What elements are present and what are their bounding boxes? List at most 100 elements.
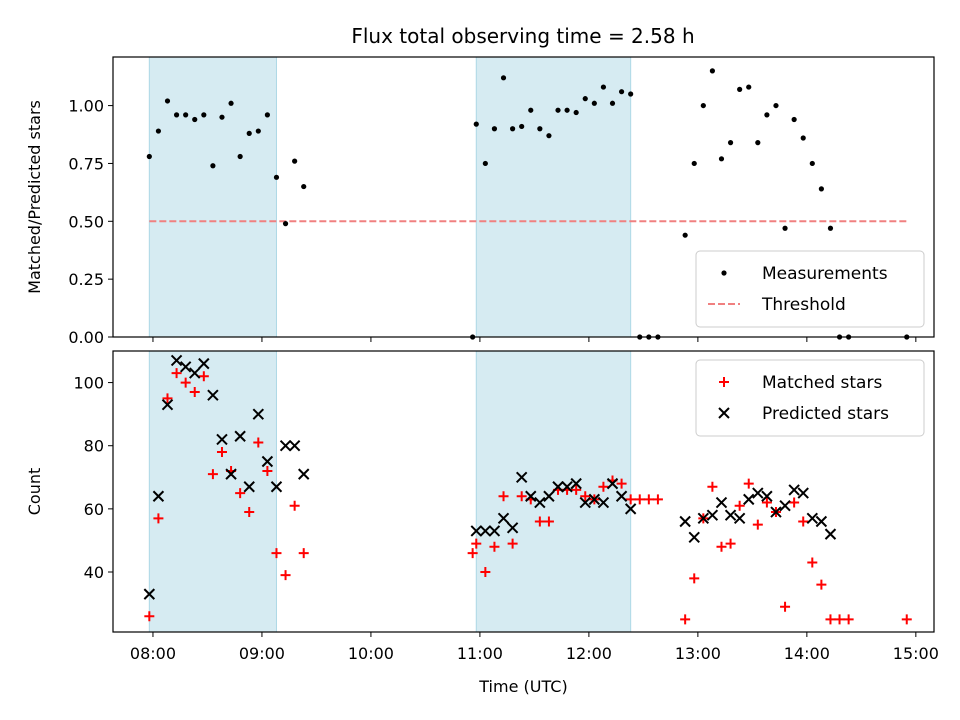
legend-marker-matched <box>719 377 729 387</box>
measurement-point <box>591 100 597 106</box>
measurement-point <box>282 221 289 227</box>
predicted-star-point <box>298 468 310 480</box>
matched-star-point <box>680 614 691 625</box>
matched-star-point <box>144 611 155 622</box>
measurement-point <box>491 126 498 132</box>
measurement-point <box>582 96 588 102</box>
measurement-point <box>555 107 561 113</box>
measurement-point <box>727 140 734 146</box>
predicted-star-point <box>770 506 782 518</box>
measurement-point <box>682 232 688 238</box>
measurement-point <box>292 158 298 164</box>
measurement-point <box>255 128 261 134</box>
predicted-star-point <box>815 515 828 528</box>
matched-star-point <box>189 387 200 398</box>
y-tick-label: 0.50 <box>68 212 104 231</box>
measurement-point <box>546 133 552 139</box>
matched-star-point <box>471 538 482 549</box>
predicted-star-point <box>788 484 800 496</box>
predicted-star-point <box>697 512 710 525</box>
x-tick-label: 15:00 <box>893 644 939 663</box>
predicted-star-point <box>570 477 582 490</box>
matched-star-point <box>216 447 227 458</box>
axes-frame <box>112 350 935 633</box>
predicted-star-point <box>170 354 183 367</box>
predicted-star-point <box>243 481 255 493</box>
x-tick-label: 11:00 <box>457 644 503 663</box>
measurement-point <box>473 121 479 127</box>
predicted-star-point <box>561 481 573 493</box>
predicted-star-point <box>624 503 637 515</box>
y-tick-label: 80 <box>84 437 104 456</box>
measurement-point <box>709 68 716 74</box>
predicted-star-point <box>552 481 564 493</box>
y-tick-label: 0.75 <box>68 154 104 173</box>
matched-star-point <box>689 573 700 584</box>
matched-star-point <box>816 579 827 590</box>
measurement-point <box>782 225 788 231</box>
matched-star-point <box>244 507 255 518</box>
legend-label: Predicted stars <box>762 404 889 424</box>
predicted-star-point <box>743 493 755 506</box>
predicted-star-point <box>252 408 265 420</box>
matched-star-point <box>271 548 282 559</box>
top-panel: 0.00 0.25 0.50 0.75 1.00 Matched/Predicted st… <box>25 56 935 347</box>
measurement-point <box>482 160 488 167</box>
matched-star-point <box>507 538 518 549</box>
measurement-point <box>301 183 307 190</box>
predicted-star-point <box>806 512 819 525</box>
matched-star-point <box>901 614 912 625</box>
measurement-point <box>564 107 570 113</box>
matched-star-point <box>807 557 818 568</box>
y-tick-label: 60 <box>84 500 104 519</box>
predicted-star-point <box>198 357 210 370</box>
matched-star-point <box>298 548 309 559</box>
predicted-star-point <box>525 490 537 502</box>
measurement-point <box>246 130 252 136</box>
legend-label: Matched stars <box>762 373 882 393</box>
predicted-star-point <box>824 528 837 540</box>
measurement-point <box>764 112 770 118</box>
matched-star-point <box>498 491 509 502</box>
measurement-point <box>219 114 225 120</box>
series-group <box>146 68 910 340</box>
measurement-point <box>618 89 625 95</box>
matched-star-point <box>171 368 182 379</box>
matched-star-point <box>516 491 527 502</box>
predicted-star-point <box>797 487 809 499</box>
matched-star-point <box>761 497 772 508</box>
predicted-star-point <box>615 490 628 502</box>
matched-star-point <box>643 494 654 505</box>
matched-star-point <box>580 491 591 502</box>
measurement-point <box>264 112 270 118</box>
matched-star-point <box>625 494 636 505</box>
predicted-star-point <box>279 440 292 452</box>
measurement-point <box>528 107 534 113</box>
predicted-star-point <box>216 433 228 446</box>
y-axis-label: Count <box>25 468 44 516</box>
matched-star-point <box>834 614 845 625</box>
legend-marker-measurements <box>721 270 727 276</box>
chart-title: Flux total observing time = 2.58 h <box>351 24 694 48</box>
predicted-star-point <box>779 500 791 512</box>
measurement-point <box>573 109 579 116</box>
axes-frame <box>112 56 935 338</box>
legend: Measurements Threshold <box>695 250 925 328</box>
legend-marker-predicted <box>718 407 730 419</box>
matched-star-point <box>253 437 264 448</box>
measurement-point <box>273 174 280 180</box>
measurement-point <box>800 135 806 141</box>
measurement-point <box>500 75 507 81</box>
measurement-point <box>519 123 525 130</box>
matched-star-point <box>162 393 173 404</box>
measurement-point <box>164 98 171 104</box>
predicted-star-point <box>706 509 719 521</box>
matched-star-point <box>652 494 663 505</box>
matched-star-point <box>734 500 745 511</box>
y-tick-label: 40 <box>84 563 104 582</box>
measurement-point <box>818 186 824 192</box>
predicted-star-point <box>506 522 519 534</box>
matched-star-point <box>280 570 291 581</box>
matched-star-point <box>543 516 554 527</box>
predicted-star-point <box>143 588 156 600</box>
